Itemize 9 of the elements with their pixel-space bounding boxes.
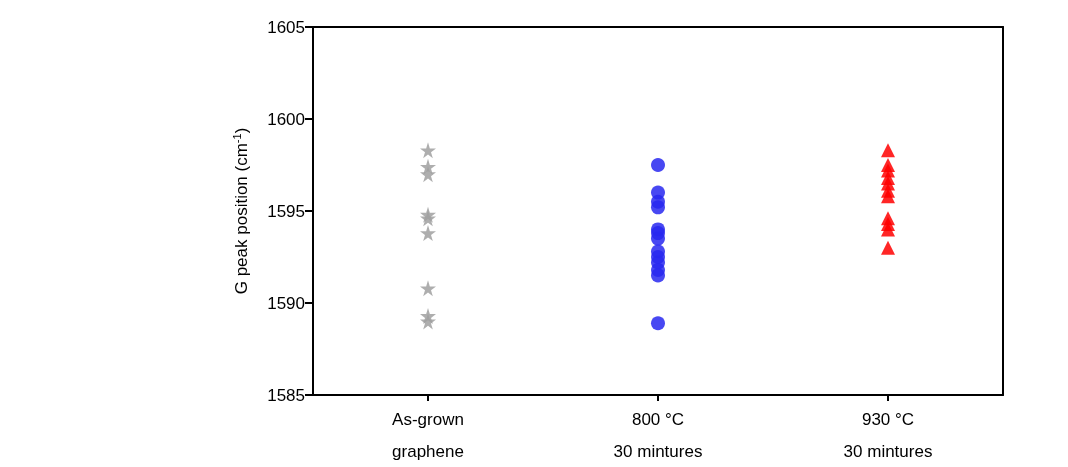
- y-tick-label: 1600: [267, 109, 305, 129]
- y-tick-label: 1585: [267, 385, 305, 405]
- x-tick-label: 930 °C 30 mintures: [843, 409, 933, 461]
- y-axis-title: G peak position (cm-1): [230, 127, 251, 295]
- x-tick-label: 800 °C 30 mintures: [613, 409, 703, 461]
- y-tick-label: 1595: [267, 201, 305, 221]
- x-tick-label: As-grown graphene: [392, 409, 464, 461]
- y-tick-label: 1590: [267, 293, 305, 313]
- y-tick-label: 1605: [267, 17, 305, 37]
